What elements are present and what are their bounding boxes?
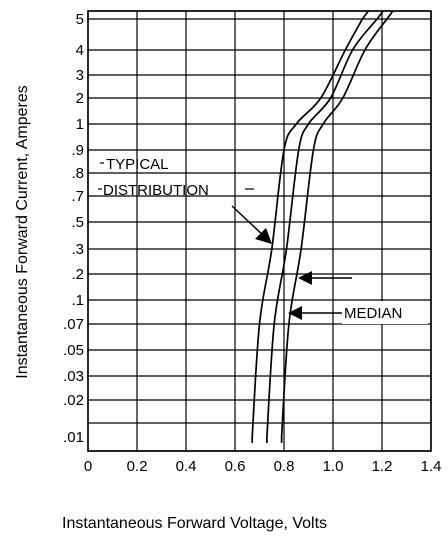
distribution-curve-2 — [266, 10, 384, 443]
y-tick-label: .03 — [63, 368, 84, 385]
y-tick-label: .9 — [71, 142, 84, 159]
distribution-curves — [251, 10, 394, 443]
x-tick-label: 0.8 — [274, 458, 295, 475]
y-tick-label: .7 — [71, 188, 84, 205]
typical-arrow-head — [255, 228, 272, 244]
y-tick-label: .5 — [71, 214, 84, 231]
median-annotation: MEDIAN — [288, 271, 428, 324]
plot-border — [87, 10, 432, 452]
median-arrow-lower-head — [288, 306, 302, 320]
x-tick-labels: 0 0.2 0.4 0.6 0.8 1.0 1.2 1.4 — [84, 458, 442, 475]
distribution-curve-1 — [251, 10, 370, 443]
y-tick-label: 2 — [76, 90, 84, 107]
x-tick-label: 0.4 — [176, 458, 197, 475]
x-tick-label: 0.6 — [225, 458, 246, 475]
y-tick-label: .07 — [63, 316, 84, 333]
y-tick-label: 3 — [76, 67, 84, 84]
y-tick-label: .05 — [63, 342, 84, 359]
x-tick-label: 1.2 — [372, 458, 393, 475]
y-tick-label: .8 — [71, 165, 84, 182]
y-tick-label: 5 — [76, 11, 84, 28]
y-tick-label: .02 — [63, 392, 84, 409]
y-tick-label: 1 — [76, 116, 84, 133]
y-tick-label: .2 — [71, 266, 84, 283]
y-tick-label: 4 — [76, 42, 84, 59]
typical-distribution-annotation: TYPICAL DISTRIBUTION — [98, 156, 272, 244]
distribution-label: DISTRIBUTION — [103, 182, 209, 199]
typical-label: TYPICAL — [106, 156, 169, 173]
median-label: MEDIAN — [344, 305, 402, 322]
median-arrow-upper-head — [298, 271, 312, 285]
x-tick-label: 0 — [84, 458, 92, 475]
x-axis-title: Instantaneous Forward Voltage, Volts — [62, 515, 327, 532]
y-tick-label: .1 — [71, 292, 84, 309]
distribution-curve-3 — [280, 10, 394, 443]
y-tick-label: .3 — [71, 241, 84, 258]
typical-arrow-shaft — [231, 205, 266, 238]
median-label-bg — [342, 301, 428, 324]
x-tick-label: 1.0 — [323, 458, 344, 475]
x-tick-label: 0.2 — [127, 458, 148, 475]
y-axis-title: Instantaneous Forward Current, Amperes — [14, 85, 31, 378]
y-tick-label: .01 — [63, 429, 84, 446]
y-tick-labels: 5 4 3 2 1 .9 .8 .7 .5 .3 .2 .1 .07 .05 .03 .02 .01 — [63, 11, 84, 446]
x-tick-label: 1.4 — [421, 458, 442, 475]
